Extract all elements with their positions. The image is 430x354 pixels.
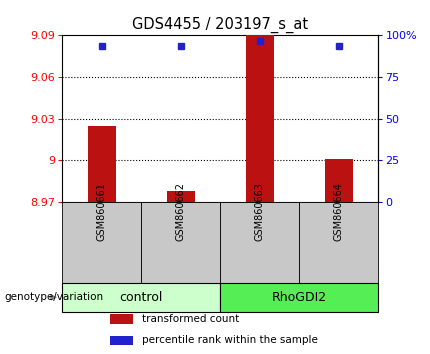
Text: genotype/variation: genotype/variation <box>4 292 104 302</box>
Title: GDS4455 / 203197_s_at: GDS4455 / 203197_s_at <box>132 16 308 33</box>
Bar <box>220 283 378 312</box>
Bar <box>220 202 299 283</box>
Text: control: control <box>120 291 163 304</box>
Text: percentile rank within the sample: percentile rank within the sample <box>142 335 318 346</box>
Text: transformed count: transformed count <box>142 314 239 324</box>
Bar <box>62 202 141 283</box>
Bar <box>110 336 132 345</box>
Bar <box>167 191 195 202</box>
Bar <box>299 202 378 283</box>
Bar <box>325 159 353 202</box>
Text: GSM860661: GSM860661 <box>97 182 107 241</box>
Text: RhoGDI2: RhoGDI2 <box>272 291 327 304</box>
Text: GSM860664: GSM860664 <box>334 182 344 241</box>
Text: GSM860663: GSM860663 <box>255 182 265 241</box>
Bar <box>88 126 116 202</box>
Bar <box>141 202 220 283</box>
Text: GSM860662: GSM860662 <box>176 182 186 241</box>
Bar <box>62 283 220 312</box>
Bar <box>246 35 274 202</box>
Bar <box>110 314 132 324</box>
